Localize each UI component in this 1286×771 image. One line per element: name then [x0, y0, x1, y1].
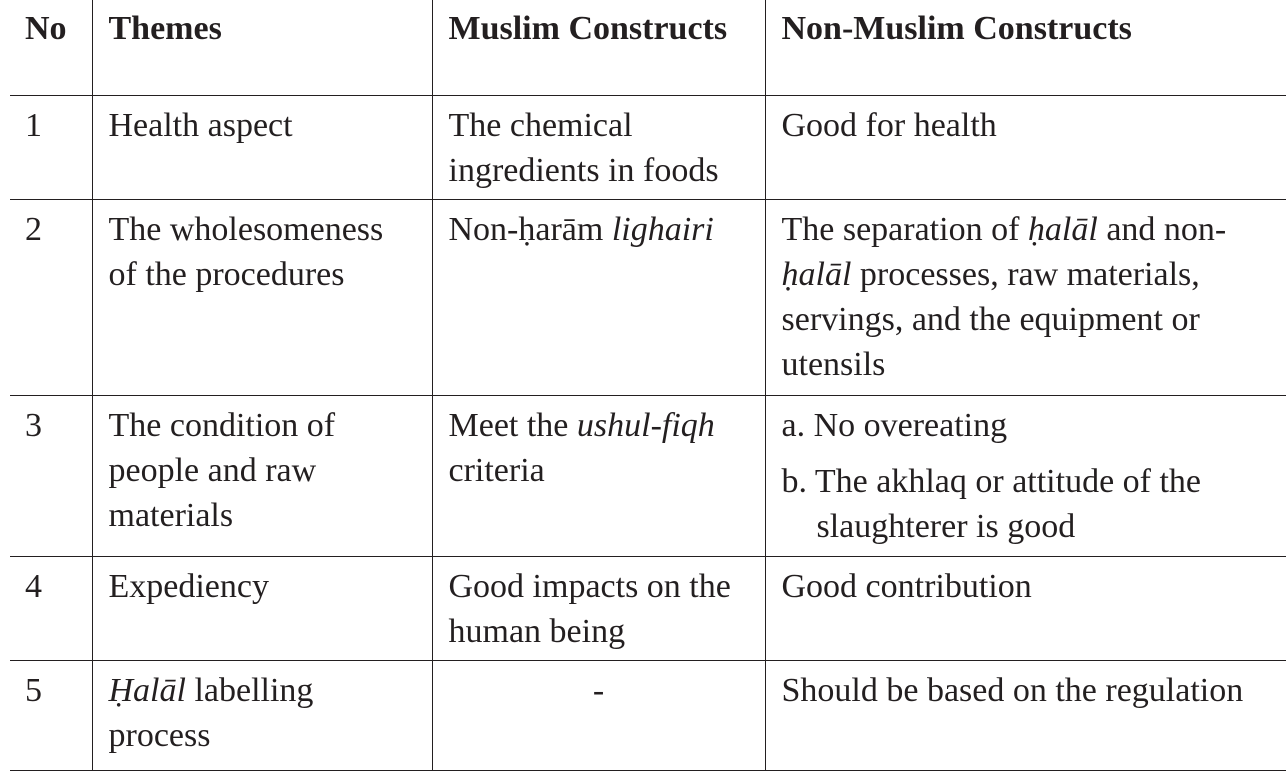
- table-cell: a. No overeating b. The akhlaq or attitud…: [765, 396, 1286, 557]
- table-cell: The condition of people and raw material…: [92, 396, 432, 557]
- header-cell: Themes: [92, 0, 432, 96]
- list-item: b. The akhlaq or attitude of the slaught…: [782, 459, 1286, 549]
- text-run: ushul-fiqh: [577, 407, 715, 444]
- text-run: Meet the: [449, 407, 577, 444]
- table-cell: Ḥalāl labelling process: [92, 661, 432, 771]
- text-run: ḥalāl: [1028, 211, 1098, 248]
- table-cell: Non-ḥarām lighairi: [432, 200, 765, 396]
- table-cell: -: [432, 661, 765, 771]
- text-run: lighairi: [612, 211, 714, 248]
- text-run: Non-ḥarām: [449, 211, 612, 248]
- table-cell: Meet the ushul-fiqh criteria: [432, 396, 765, 557]
- header-cell: No: [10, 0, 92, 96]
- table-cell: Should be based on the regulation: [765, 661, 1286, 771]
- header-cell: Non-Muslim Constructs: [765, 0, 1286, 96]
- table-cell: The separation of ḥalāl and non-ḥalāl pr…: [765, 200, 1286, 396]
- table-cell: Health aspect: [92, 96, 432, 200]
- list-item: a. No overeating: [782, 403, 1286, 448]
- header-cell: Muslim Constructs: [432, 0, 765, 96]
- table-cell: 5: [10, 661, 92, 771]
- table-cell: The chemical ingredients in foods: [432, 96, 765, 200]
- text-run: criteria: [449, 452, 545, 489]
- table-cell: Expediency: [92, 557, 432, 661]
- table-cell: 2: [10, 200, 92, 396]
- table-cell: Good impacts on the human being: [432, 557, 765, 661]
- table-cell: 4: [10, 557, 92, 661]
- table-cell: Good contribution: [765, 557, 1286, 661]
- text-run: ḥalāl: [782, 256, 852, 293]
- table-cell: The wholesomeness of the procedures: [92, 200, 432, 396]
- table-cell: 3: [10, 396, 92, 557]
- text-run: and non-: [1098, 211, 1226, 248]
- text-run: Ḥalāl: [109, 672, 186, 709]
- text-run: The separation of: [782, 211, 1028, 248]
- table-cell: Good for health: [765, 96, 1286, 200]
- table-cell: 1: [10, 96, 92, 200]
